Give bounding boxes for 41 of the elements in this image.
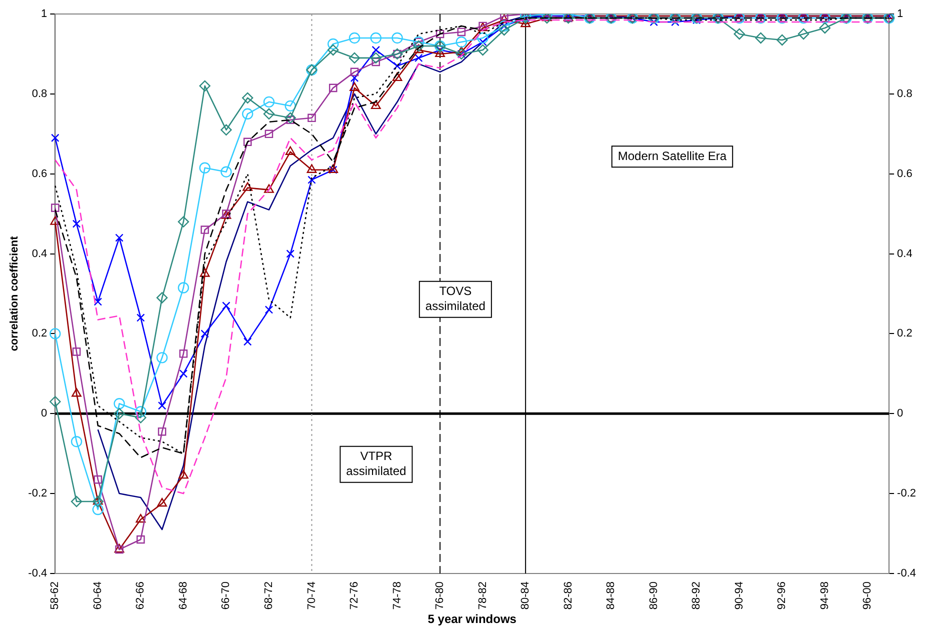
- y2-tick-label: 1: [897, 8, 904, 20]
- x-tick-label: 72-76: [348, 581, 361, 610]
- y-tick-label: 0.8: [32, 88, 48, 100]
- y-tick-label: 1: [41, 8, 48, 20]
- y-tick-label: 0.6: [32, 168, 48, 180]
- y2-tick-label: -0.4: [897, 567, 916, 580]
- x-tick-label: 86-90: [648, 581, 660, 610]
- x-tick-label: 58-62: [49, 581, 62, 610]
- x-tick-label: 60-64: [92, 581, 104, 610]
- y2-tick-label: 0.8: [897, 88, 912, 100]
- annotation: TOVS assimilated: [425, 284, 486, 314]
- annotation: Modern Satellite Era: [618, 148, 727, 163]
- x-axis-title: 5 year windows: [428, 612, 517, 626]
- y2-tick-label: 0.4: [897, 248, 912, 260]
- x-tick-label: 64-68: [177, 581, 190, 610]
- y-axis-title: correlation coefficient: [8, 236, 21, 352]
- x-tick-label: 68-72: [263, 581, 276, 610]
- y2-tick-label: 0: [897, 408, 904, 420]
- x-tick-label: 82-86: [562, 581, 574, 610]
- x-tick-label: 62-66: [134, 581, 147, 610]
- x-tick-label: 92-96: [776, 581, 788, 610]
- y2-tick-label: 0.2: [897, 328, 912, 340]
- y-tick-label: 0.2: [32, 328, 48, 340]
- x-tick-label: 88-92: [690, 581, 703, 610]
- x-tick-label: 90-94: [733, 581, 746, 610]
- x-tick-label: 94-98: [818, 581, 831, 610]
- x-tick-label: 66-70: [220, 581, 232, 610]
- x-tick-label: 76-80: [434, 581, 446, 610]
- y2-tick-label: -0.2: [897, 488, 916, 500]
- y-tick-label: -0.4: [28, 567, 48, 580]
- y-tick-label: 0.4: [32, 248, 48, 260]
- y-tick-label: -0.2: [28, 488, 48, 500]
- x-tick-label: 84-88: [605, 581, 618, 610]
- x-tick-label: 74-78: [391, 581, 404, 610]
- annotation: VTPR assimilated: [346, 449, 406, 478]
- y-tick-label: 0: [41, 408, 48, 420]
- x-tick-label: 78-82: [476, 581, 489, 610]
- x-tick-label: 70-74: [306, 581, 318, 610]
- y2-tick-label: 0.6: [897, 168, 912, 180]
- x-tick-label: 80-84: [520, 581, 532, 610]
- x-tick-label: 96-00: [862, 581, 874, 610]
